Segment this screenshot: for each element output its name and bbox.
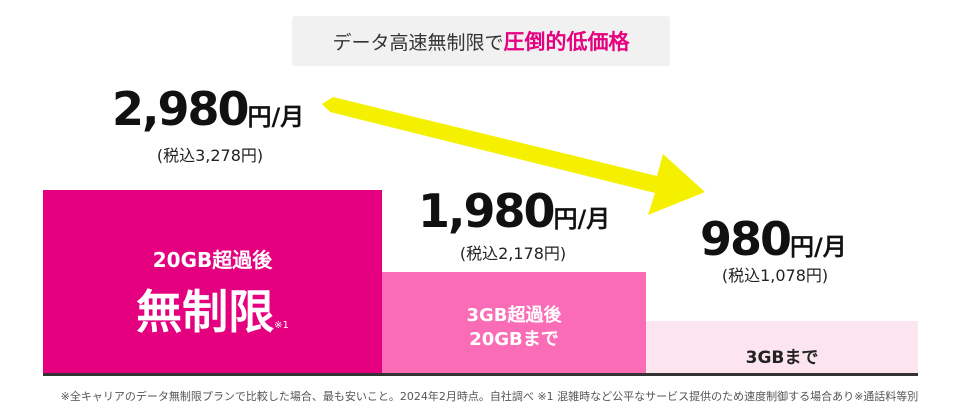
bar-label: 20GB超過後 (152, 248, 273, 272)
price: 2,980円/月 (112, 82, 304, 136)
tax-price: (税込1,078円) (721, 266, 829, 285)
price-unit: 円/月 (790, 233, 847, 261)
note-mark: ※1 (274, 320, 289, 331)
price: 980円/月 (700, 212, 847, 266)
header-highlight: 圧倒的低価格 (503, 30, 630, 54)
price-unit: 円/月 (247, 103, 305, 131)
bar-label: 3GB超過後 20GBまで (382, 304, 646, 352)
header-text: データ高速無制限で (332, 31, 504, 54)
bar-1 (43, 190, 382, 375)
arrow (322, 97, 705, 215)
bar-label-line: 20GBまで (469, 329, 559, 350)
price-number: 2,980 (112, 82, 250, 136)
tax-price: (税込3,278円) (156, 146, 264, 165)
price-number: 1,980 (418, 184, 556, 238)
bar-label: 無制限 (136, 285, 275, 339)
baseline (43, 373, 918, 376)
price-number: 980 (700, 212, 792, 266)
bar-label-line: 3GB超過後 (466, 305, 562, 326)
tax-price: (税込2,178円) (459, 244, 567, 263)
bar-2 (382, 272, 646, 375)
price-unit: 円/月 (553, 205, 611, 233)
header: データ高速無制限で 圧倒的低価格 (292, 16, 670, 66)
bar-label-large: 無制限※1 (43, 276, 382, 342)
bar-3 (646, 321, 918, 375)
bar-label: 3GBまで (745, 348, 819, 368)
footnote: ※全キャリアのデータ無制限プランで比較した場合、最も安いこと。2024年2月時点… (60, 390, 919, 403)
price: 1,980円/月 (418, 184, 610, 238)
